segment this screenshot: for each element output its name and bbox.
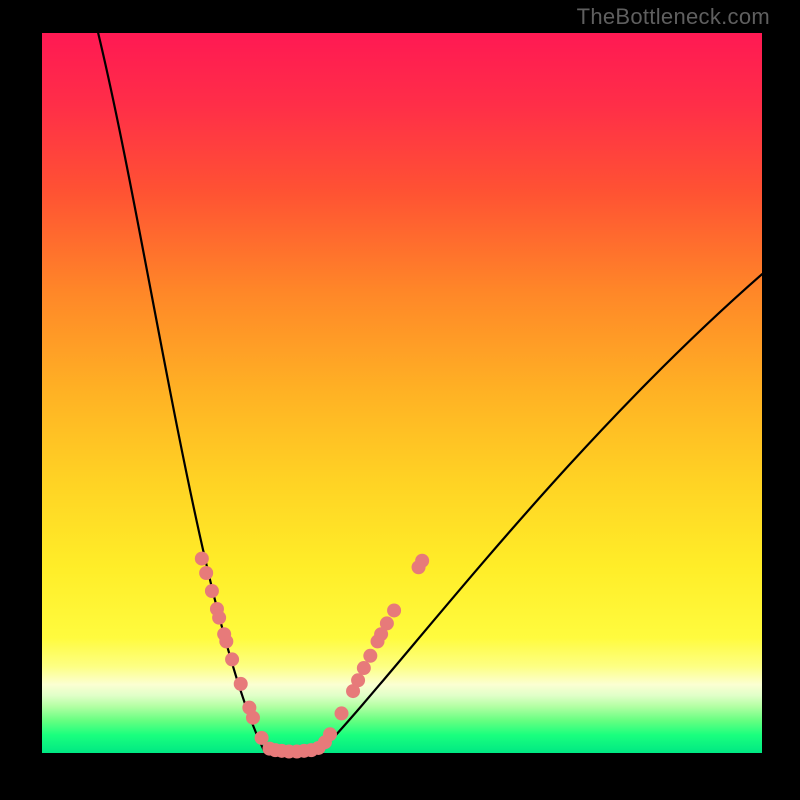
chart-canvas: TheBottleneck.com [0,0,800,800]
watermark-text: TheBottleneck.com [577,4,770,30]
plot-area [42,33,762,753]
